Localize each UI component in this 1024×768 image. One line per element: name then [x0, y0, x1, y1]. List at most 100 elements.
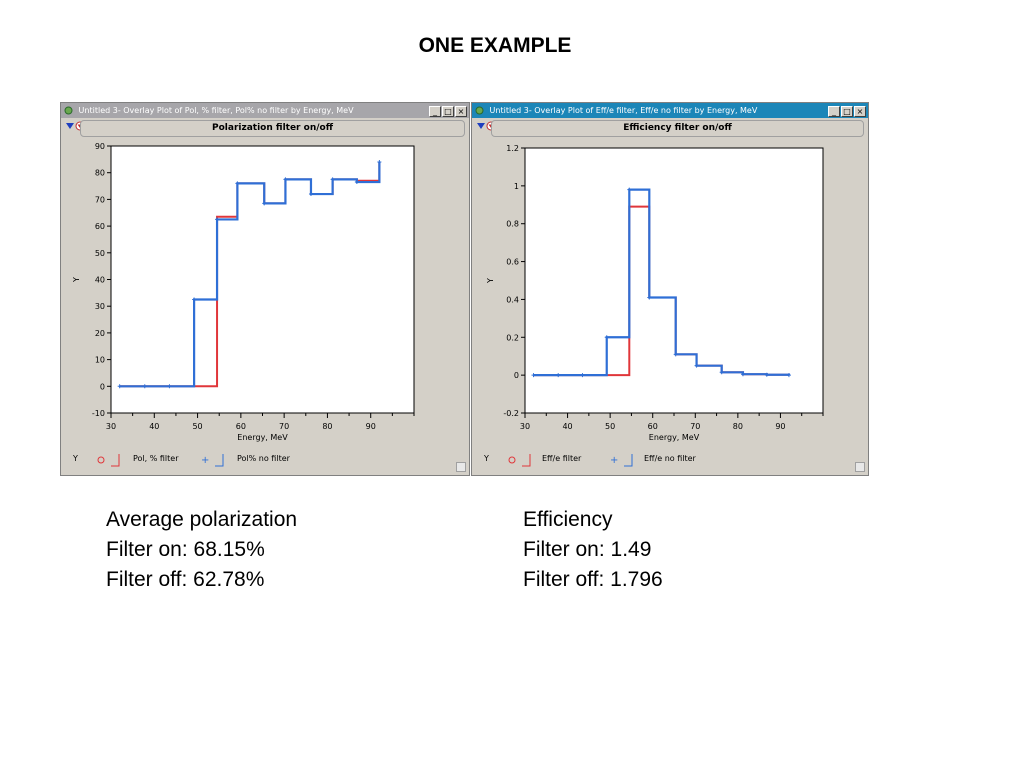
app-icon [475, 106, 484, 115]
minimize-button[interactable]: _ [828, 106, 840, 117]
data-point [627, 187, 632, 192]
data-point [694, 363, 699, 368]
window-controls: _ □ × [827, 104, 866, 117]
legend-series2-label: Eff/e no filter [644, 454, 696, 463]
y-tick-label: 0.4 [506, 295, 519, 304]
x-tick-label: 30 [106, 422, 116, 431]
collapse-triangle-icon[interactable] [476, 121, 486, 131]
y-tick-label: 30 [95, 302, 105, 311]
efficiency-filter-off: Filter off: 1.796 [523, 568, 663, 591]
x-tick-label: 50 [605, 422, 615, 431]
legend-y-label: Y [73, 454, 78, 463]
data-point [673, 352, 678, 357]
app-icon [64, 106, 73, 115]
x-tick-label: 60 [648, 422, 658, 431]
data-point [235, 181, 240, 186]
y-tick-label: 0.6 [506, 258, 519, 267]
polarization-stats: Average polarization Filter on: 68.15% F… [106, 505, 297, 595]
collapse-triangle-icon[interactable] [65, 121, 75, 131]
y-tick-label: 0.8 [506, 220, 519, 229]
x-tick-label: 80 [322, 422, 332, 431]
x-tick-label: 60 [236, 422, 246, 431]
efficiency-filter-on: Filter on: 1.49 [523, 538, 652, 561]
x-tick-label: 80 [733, 422, 743, 431]
y-tick-label: -10 [92, 409, 105, 418]
y-tick-label: 0 [100, 382, 105, 391]
x-axis-label: Energy, MeV [237, 433, 288, 442]
data-point [740, 372, 745, 377]
x-tick-label: 70 [279, 422, 289, 431]
resize-grip[interactable] [456, 462, 466, 472]
data-point [142, 384, 147, 389]
window-titlebar[interactable]: Untitled 3- Overlay Plot of Eff/e filter… [472, 103, 868, 118]
y-tick-label: 20 [95, 329, 105, 338]
data-point [604, 335, 609, 340]
polarization-chart: -10 0 10 20 30 40 50 60 70 80 90 30 40 50 60 70 80 90 Ener… [72, 142, 415, 442]
polarization-filter-on: Filter on: 68.15% [106, 538, 265, 561]
chart-legend: Y Pol, % filter + Pol% no filter [61, 451, 469, 469]
efficiency-heading: Efficiency [523, 508, 613, 531]
x-tick-label: 90 [366, 422, 376, 431]
efficiency-plot-window[interactable]: Untitled 3- Overlay Plot of Eff/e filter… [471, 102, 869, 476]
plot-title: Polarization filter on/off [80, 120, 465, 137]
efficiency-chart: -0.2 0 0.2 0.4 0.6 0.8 1 1.2 30 40 50 60 70 80 90 Energ… [486, 144, 824, 442]
window-title: Untitled 3- Overlay Plot of Eff/e filter… [489, 106, 758, 115]
data-point [215, 217, 220, 222]
polarization-heading: Average polarization [106, 508, 298, 531]
data-point [117, 384, 122, 389]
data-point [262, 201, 267, 206]
maximize-button[interactable]: □ [442, 106, 454, 117]
y-tick-label: 70 [95, 195, 105, 204]
data-point [786, 373, 791, 378]
maximize-button[interactable]: □ [841, 106, 853, 117]
data-point [647, 295, 652, 300]
data-point [719, 370, 724, 375]
plot-toolbar: Efficiency filter on/off [476, 120, 864, 137]
data-point [580, 373, 585, 378]
data-point [556, 373, 561, 378]
data-point [330, 177, 335, 182]
legend-series2-label: Pol% no filter [237, 454, 290, 463]
y-tick-label: 40 [95, 276, 105, 285]
x-tick-label: 70 [690, 422, 700, 431]
plot-area [110, 145, 415, 414]
svg-text:+: + [201, 455, 209, 466]
svg-text:+: + [610, 455, 618, 466]
legend-nofilter-marker-icon: + [201, 454, 224, 467]
efficiency-stats: Efficiency Filter on: 1.49 Filter off: 1… [523, 505, 663, 595]
minimize-button[interactable]: _ [429, 106, 441, 117]
chart-legend: Y Eff/e filter + Eff/e no filter [472, 451, 868, 469]
slide-title: ONE EXAMPLE [418, 34, 572, 57]
window-titlebar[interactable]: Untitled 3- Overlay Plot of Pol, % filte… [61, 103, 469, 118]
y-tick-label: 10 [95, 356, 105, 365]
polarization-plot-window[interactable]: Untitled 3- Overlay Plot of Pol, % filte… [60, 102, 470, 476]
y-axis-label: Y [486, 278, 495, 284]
y-tick-label: 90 [95, 142, 105, 151]
data-point [192, 297, 197, 302]
close-button[interactable]: × [854, 106, 866, 117]
x-tick-label: 30 [520, 422, 530, 431]
y-tick-label: 0 [514, 371, 519, 380]
y-tick-label: 60 [95, 222, 105, 231]
x-axis-label: Energy, MeV [649, 433, 700, 442]
plot-toolbar: Polarization filter on/off [65, 120, 465, 137]
y-tick-label: 0.2 [506, 333, 519, 342]
plot-title: Efficiency filter on/off [491, 120, 864, 137]
resize-grip[interactable] [855, 462, 865, 472]
y-tick-label: -0.2 [503, 409, 519, 418]
y-tick-label: 1 [514, 182, 519, 191]
legend-y-label: Y [484, 454, 489, 463]
window-title: Untitled 3- Overlay Plot of Pol, % filte… [78, 106, 354, 115]
window-controls: _ □ × [428, 104, 467, 117]
y-tick-label: 50 [95, 249, 105, 258]
y-tick-label: 80 [95, 169, 105, 178]
x-tick-label: 90 [775, 422, 785, 431]
y-axis-label: Y [72, 277, 81, 283]
legend-series1-label: Pol, % filter [133, 454, 179, 463]
data-point [167, 384, 172, 389]
data-point [354, 180, 359, 185]
data-point [531, 373, 536, 378]
close-button[interactable]: × [455, 106, 467, 117]
legend-nofilter-marker-icon: + [610, 454, 633, 467]
legend-series1-label: Eff/e filter [542, 454, 582, 463]
